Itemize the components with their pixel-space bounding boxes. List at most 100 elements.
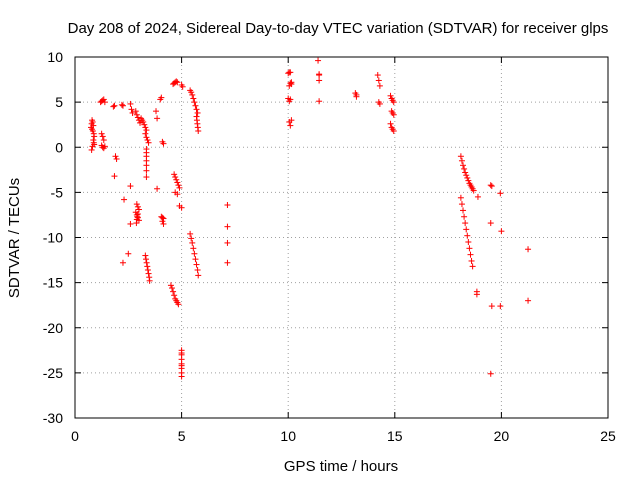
data-point bbox=[287, 69, 294, 76]
data-point bbox=[134, 211, 141, 218]
data-point bbox=[465, 239, 472, 246]
data-point bbox=[473, 291, 480, 298]
data-point bbox=[132, 108, 139, 115]
data-point bbox=[316, 77, 323, 84]
data-point bbox=[287, 96, 294, 103]
data-point bbox=[460, 162, 467, 169]
data-point bbox=[191, 99, 198, 106]
plot-frame bbox=[74, 56, 609, 419]
data-point bbox=[101, 99, 108, 106]
data-point bbox=[101, 143, 108, 150]
data-point bbox=[142, 130, 149, 137]
data-point bbox=[179, 83, 186, 90]
data-point bbox=[463, 226, 470, 233]
data-point bbox=[192, 256, 199, 263]
data-point bbox=[142, 124, 149, 131]
data-point bbox=[112, 153, 119, 160]
data-point bbox=[469, 263, 476, 270]
y-tick-label: -20 bbox=[43, 320, 63, 336]
data-point bbox=[488, 183, 495, 190]
data-point bbox=[127, 220, 134, 227]
x-axis-title: GPS time / hours bbox=[284, 458, 398, 475]
data-point bbox=[487, 182, 494, 189]
data-point bbox=[195, 272, 202, 279]
data-point bbox=[390, 128, 397, 135]
data-point bbox=[192, 102, 199, 109]
data-points bbox=[87, 57, 532, 380]
data-point bbox=[178, 362, 185, 369]
chart-title: Day 208 of 2024, Sidereal Day-to-day VTE… bbox=[68, 20, 609, 37]
data-point bbox=[193, 261, 200, 268]
data-point bbox=[89, 118, 96, 125]
data-point bbox=[175, 182, 182, 189]
data-point bbox=[134, 203, 141, 210]
data-point bbox=[462, 169, 469, 176]
data-point bbox=[458, 157, 465, 164]
data-point bbox=[461, 213, 468, 220]
data-point bbox=[465, 177, 472, 184]
data-point bbox=[464, 174, 471, 181]
data-point bbox=[190, 95, 197, 102]
data-point bbox=[316, 98, 323, 105]
data-point bbox=[118, 101, 125, 108]
data-point bbox=[458, 201, 465, 208]
data-point bbox=[119, 102, 126, 109]
data-point bbox=[374, 72, 381, 79]
data-point bbox=[376, 82, 383, 89]
data-point bbox=[462, 220, 469, 227]
data-point bbox=[187, 230, 194, 237]
data-point bbox=[190, 245, 197, 252]
data-point bbox=[141, 121, 148, 128]
y-tick-label: 0 bbox=[55, 139, 63, 155]
data-point bbox=[167, 282, 174, 289]
data-point bbox=[286, 82, 293, 89]
data-point bbox=[158, 94, 165, 101]
data-point bbox=[353, 93, 360, 100]
data-point bbox=[169, 285, 176, 292]
data-point bbox=[133, 201, 140, 208]
data-point bbox=[90, 137, 97, 144]
data-point bbox=[143, 259, 150, 266]
data-point bbox=[287, 80, 294, 87]
y-tick-label: -5 bbox=[51, 184, 64, 200]
data-point bbox=[100, 137, 107, 144]
data-point bbox=[142, 252, 149, 259]
data-point bbox=[224, 239, 231, 246]
data-point bbox=[144, 266, 151, 273]
data-point bbox=[153, 108, 160, 115]
data-point bbox=[525, 297, 532, 304]
data-point bbox=[111, 173, 118, 180]
data-point bbox=[224, 259, 231, 266]
data-point bbox=[466, 245, 473, 252]
data-point bbox=[125, 250, 132, 257]
y-tick-label: -25 bbox=[43, 365, 63, 381]
data-point bbox=[174, 191, 181, 198]
data-point bbox=[468, 257, 475, 264]
data-point bbox=[195, 128, 202, 135]
data-point bbox=[315, 57, 322, 64]
data-point bbox=[188, 235, 195, 242]
x-tick-label: 5 bbox=[178, 428, 186, 444]
data-point bbox=[143, 174, 150, 181]
data-point bbox=[194, 266, 201, 273]
data-point bbox=[174, 79, 181, 86]
data-point bbox=[390, 111, 397, 118]
data-point bbox=[525, 246, 532, 253]
data-point bbox=[178, 350, 185, 357]
data-point bbox=[174, 179, 181, 186]
data-point bbox=[127, 183, 134, 190]
data-point bbox=[173, 176, 180, 183]
data-point bbox=[129, 109, 136, 116]
data-point bbox=[375, 77, 382, 84]
data-point bbox=[224, 223, 231, 230]
data-point bbox=[194, 109, 201, 116]
data-point bbox=[188, 89, 195, 96]
data-point bbox=[287, 122, 294, 129]
y-tick-label: 5 bbox=[55, 94, 63, 110]
y-tick-label: -10 bbox=[43, 230, 63, 246]
data-point bbox=[178, 204, 185, 211]
data-point bbox=[113, 155, 120, 162]
data-point bbox=[143, 127, 150, 134]
data-point bbox=[171, 171, 178, 178]
data-point bbox=[189, 91, 196, 98]
